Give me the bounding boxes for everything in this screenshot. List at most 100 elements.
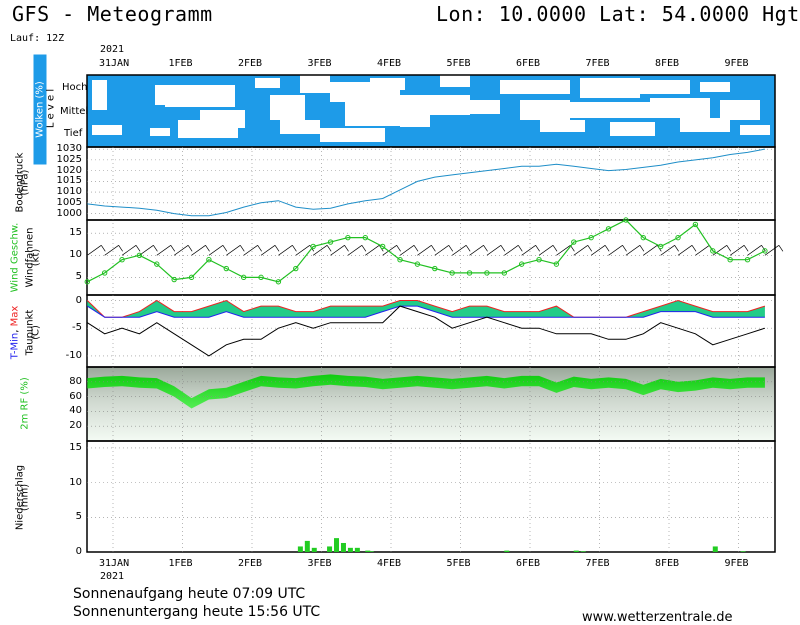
wind-barb-flag: [239, 245, 245, 252]
cloud-gap: [470, 100, 500, 114]
wind-barb: [399, 245, 415, 256]
y-tick-label: -5: [72, 322, 82, 334]
rain-bar: [354, 547, 360, 552]
wind-barb-flag: [326, 245, 332, 252]
y-tick-label: 1025: [56, 153, 82, 165]
wind-barb: [556, 245, 571, 256]
wind-speed-point: [692, 221, 699, 228]
wind-barb: [451, 245, 467, 256]
date-label: 9FEB: [724, 558, 749, 569]
wind-barb-flag: [483, 245, 488, 252]
cloud-level-high: Hoch: [62, 82, 88, 93]
wind-barb-flag: [465, 245, 471, 252]
tmin-line: [87, 305, 765, 318]
wind-barb-flag: [222, 245, 228, 252]
wind-barb: [330, 245, 345, 256]
year-top: 2021: [100, 44, 125, 55]
cloud-gap: [320, 128, 385, 142]
date-label: 1FEB: [168, 58, 193, 69]
y-tick-label: 60: [69, 390, 82, 402]
wind-speed-point: [432, 265, 438, 272]
wind-barb: [677, 245, 693, 256]
date-label: 7FEB: [585, 558, 610, 569]
wind-speed-point: [240, 274, 247, 281]
wind-barb: [121, 245, 137, 256]
wind-barb-flag: [639, 245, 645, 252]
wind-barb: [660, 245, 675, 256]
y-tick-label: 10: [69, 476, 82, 488]
wind-barb-flag: [448, 245, 454, 252]
wind-barb: [365, 245, 380, 256]
y-tick-label: 0: [75, 294, 82, 306]
wind-barb-flag: [361, 245, 367, 252]
wind-speed-point: [744, 257, 751, 263]
rain-bar: [580, 551, 586, 552]
wind-speed-point: [310, 243, 316, 250]
rf-area: [87, 374, 765, 409]
cloud-gap: [440, 75, 470, 87]
wind-speed-point: [171, 276, 177, 283]
wind-barb: [208, 245, 224, 256]
cloud-gap: [540, 120, 585, 132]
wind-speed-point: [397, 257, 403, 263]
wind-speed-point: [571, 239, 577, 245]
date-label: 9FEB: [724, 58, 749, 69]
wind-speed-point: [84, 279, 90, 285]
wind-barb-flag: [622, 245, 627, 252]
cloud-gap: [370, 78, 405, 90]
wind-speed-point: [640, 234, 646, 241]
date-label: 5FEB: [446, 58, 471, 69]
wind-speed-point: [206, 257, 212, 263]
wind-barb: [191, 245, 206, 256]
wind-speed-point: [258, 274, 264, 281]
wind-barb-flag: [344, 245, 349, 252]
panel-frame-pressure: [86, 146, 776, 221]
wind-barb-flag: [187, 245, 193, 252]
date-label: 31JAN: [99, 558, 130, 569]
date-label: 3FEB: [307, 58, 332, 69]
cloud-gap: [610, 122, 655, 136]
cloud-gap: [580, 78, 640, 98]
wind-barb: [173, 245, 189, 256]
cloud-level-low: Tief: [64, 128, 83, 139]
wind-barb-flag: [743, 245, 749, 252]
wind-speed-point: [588, 234, 594, 241]
rain-bar: [297, 546, 303, 552]
wind-speed-point: [762, 248, 768, 254]
site-url: www.wetterzentrale.de: [582, 610, 733, 625]
wind-barb-flag: [761, 245, 766, 252]
rain-bar: [504, 550, 510, 552]
rain-bar: [304, 540, 310, 552]
wind-barb: [590, 245, 606, 256]
wind-barb-flag: [691, 245, 697, 252]
y-tick-label: 10: [69, 249, 82, 261]
date-label: 2FEB: [238, 58, 263, 69]
wind-speed-point: [414, 261, 421, 267]
sunset-text: Sonnenuntergang heute 15:56 UTC: [73, 604, 321, 620]
y-tick-label: 15: [69, 441, 82, 453]
wind-speed-point: [188, 274, 195, 281]
wind-barb: [87, 245, 102, 256]
wind-speed-point: [275, 279, 282, 285]
cloud-gap: [150, 128, 170, 136]
wind-speed-point: [484, 270, 490, 276]
wind-barb: [295, 245, 310, 256]
wind-barb: [243, 245, 258, 256]
wind-barb: [312, 245, 328, 256]
date-label: 8FEB: [655, 558, 680, 569]
cloud-gap: [520, 100, 570, 120]
cloud-gap: [650, 98, 710, 118]
wind-barb: [469, 245, 484, 256]
wind-barb: [486, 245, 502, 256]
date-label: 5FEB: [446, 558, 471, 569]
wind-speed-point: [119, 257, 125, 263]
y-tick-label: 1005: [56, 196, 82, 208]
wind-barb: [747, 245, 762, 256]
wind-speed-point: [710, 248, 716, 254]
tmax-line: [86, 299, 766, 318]
wind-speed-point: [362, 234, 368, 241]
wind-speed-point: [675, 234, 681, 241]
wind-speed-point: [154, 261, 160, 267]
date-label: 8FEB: [655, 58, 680, 69]
wind-speed-point: [345, 234, 351, 241]
